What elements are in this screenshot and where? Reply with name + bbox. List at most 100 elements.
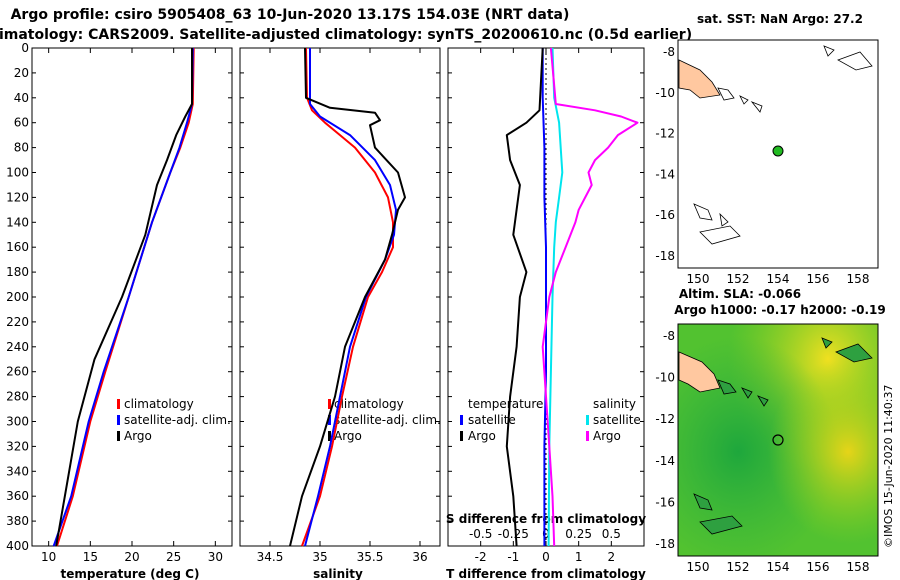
legend-label-temp-satellite: satellite	[468, 413, 516, 427]
legend-label-sal-satellite: satellite	[593, 413, 641, 427]
x-tick-label: 0	[542, 550, 550, 564]
legend-swatch-climatology	[117, 399, 120, 409]
sla-map-frame	[677, 323, 879, 557]
title-line-1: Argo profile: csiro 5905408_63 10-Jun-20…	[11, 7, 570, 23]
argo-position-marker	[772, 434, 784, 446]
legend-temperature: climatology satellite-adj. clim. Argo	[117, 397, 231, 443]
legend-swatch-satellite	[117, 415, 120, 425]
x-tick-label: 36	[412, 550, 427, 564]
map-y-tick-label: -18	[655, 537, 675, 551]
series-salinity-argo	[541, 47, 639, 547]
series-argo	[289, 47, 406, 547]
map-y-tick-label: -8	[663, 329, 675, 343]
y-tick-label: 280	[6, 390, 29, 404]
legend-label-climatology: climatology	[124, 397, 194, 411]
y-tick-label: 140	[6, 215, 29, 229]
salinity-tick-label: 0.5	[602, 527, 621, 541]
sla-field-east	[678, 324, 878, 556]
legend-label-climatology: climatology	[334, 397, 404, 411]
map-x-tick-label: 156	[807, 272, 830, 286]
y-tick-label: 160	[6, 240, 29, 254]
profile-panel-1: 10 15 20 25 30020406080100120140160180200220…	[6, 41, 233, 564]
legend-swatch-satellite	[328, 415, 331, 425]
y-tick-label: 200	[6, 290, 29, 304]
land-png	[678, 59, 721, 99]
map-x-tick-label: 152	[727, 560, 750, 574]
x-tick-label: -1	[507, 550, 519, 564]
x-tick-label: 34.5	[257, 550, 284, 564]
map-x-tick-label: 158	[847, 272, 870, 286]
temperature-axis-label: temperature (deg C)	[61, 567, 200, 580]
map-x-tick-label: 154	[767, 560, 790, 574]
map-y-tick-label: -14	[655, 454, 675, 468]
map-x-tick-label: 152	[727, 272, 750, 286]
profile-panel-3: -2 -1 0 1 2 -0.5 -0.25 0 0.25 0.5	[447, 47, 645, 564]
legend-difference: temperature satellite Argo salinity sate…	[460, 397, 641, 443]
y-tick-label: 0	[21, 41, 29, 55]
y-tick-label: 60	[14, 116, 29, 130]
map-y-tick-label: -18	[655, 249, 675, 263]
map-bottom-title-2: Argo h1000: -0.17 h2000: -0.19	[674, 303, 885, 317]
legend-label-temp-argo: Argo	[468, 429, 496, 443]
series-satellite-adj-clim-	[304, 48, 397, 547]
salinity-tick-label: 0	[542, 527, 550, 541]
map-y-tick-label: -8	[663, 45, 675, 59]
diff-axis-label: T difference from climatology	[446, 567, 646, 580]
x-tick-label: 20	[124, 550, 139, 564]
land-png	[678, 351, 721, 393]
map-y-tick-label: -16	[655, 208, 675, 222]
y-tick-label: 120	[6, 190, 29, 204]
legend-salinity: climatology satellite-adj. clim. Argo	[328, 397, 441, 443]
legend-swatch-argo	[328, 431, 331, 441]
map-y-tick-label: -12	[655, 127, 675, 141]
x-tick-label: -2	[475, 550, 487, 564]
credit-stamp: ©IMOS 15-Jun-2020 11:40:37	[882, 384, 895, 548]
legend-group-temperature: temperature	[468, 397, 543, 411]
y-tick-label: 360	[6, 489, 29, 503]
y-tick-label: 340	[6, 464, 29, 478]
map-x-tick-label: 150	[687, 272, 710, 286]
y-tick-label: 20	[14, 66, 29, 80]
map-y-tick-label: -10	[655, 86, 675, 100]
legend-label-argo: Argo	[124, 429, 152, 443]
y-tick-label: 400	[6, 539, 29, 553]
map-y-tick-label: -10	[655, 371, 675, 385]
series-argo	[55, 48, 193, 547]
x-tick-label: 35	[312, 550, 327, 564]
series-temperature-argo	[505, 47, 544, 547]
legend-label-satellite: satellite-adj. clim.	[334, 413, 441, 427]
x-tick-label: 15	[83, 550, 98, 564]
legend-label-satellite: satellite-adj. clim.	[124, 413, 231, 427]
series-satellite-adj-clim-	[52, 47, 194, 547]
y-tick-label: 320	[6, 439, 29, 453]
legend-swatch-temp-argo	[460, 431, 463, 441]
salinity-tick-label: -0.5	[469, 527, 492, 541]
series-salinity-satellite	[547, 47, 564, 547]
map-top-title: sat. SST: NaN Argo: 27.2	[697, 12, 863, 26]
map-x-tick-label: 154	[767, 272, 790, 286]
legend-label-sal-argo: Argo	[593, 429, 621, 443]
y-tick-label: 220	[6, 315, 29, 329]
series-temperature-satellite	[541, 48, 547, 546]
map-x-tick-label: 150	[687, 560, 710, 574]
y-tick-label: 100	[6, 166, 29, 180]
x-tick-label: 25	[166, 550, 181, 564]
title-line-2: Climatology: CARS2009. Satellite-adjuste…	[0, 27, 692, 43]
salinity-tick-label: 0.25	[565, 527, 592, 541]
land-islands	[693, 45, 873, 245]
y-tick-label: 240	[6, 340, 29, 354]
legend-label-argo: Argo	[334, 429, 362, 443]
legend-swatch-sal-satellite	[586, 415, 589, 425]
y-tick-label: 180	[6, 265, 29, 279]
x-tick-label: 1	[575, 550, 583, 564]
y-tick-label: 380	[6, 514, 29, 528]
y-tick-label: 300	[6, 415, 29, 429]
sla-map	[677, 323, 879, 557]
legend-swatch-temp-satellite	[460, 415, 463, 425]
salinity-axis-label: salinity	[313, 567, 363, 580]
plot-frame	[239, 47, 441, 547]
map-x-tick-label: 158	[847, 560, 870, 574]
legend-swatch-argo	[117, 431, 120, 441]
profile-panel-2: 34.5 35 35.5 36	[239, 47, 441, 564]
